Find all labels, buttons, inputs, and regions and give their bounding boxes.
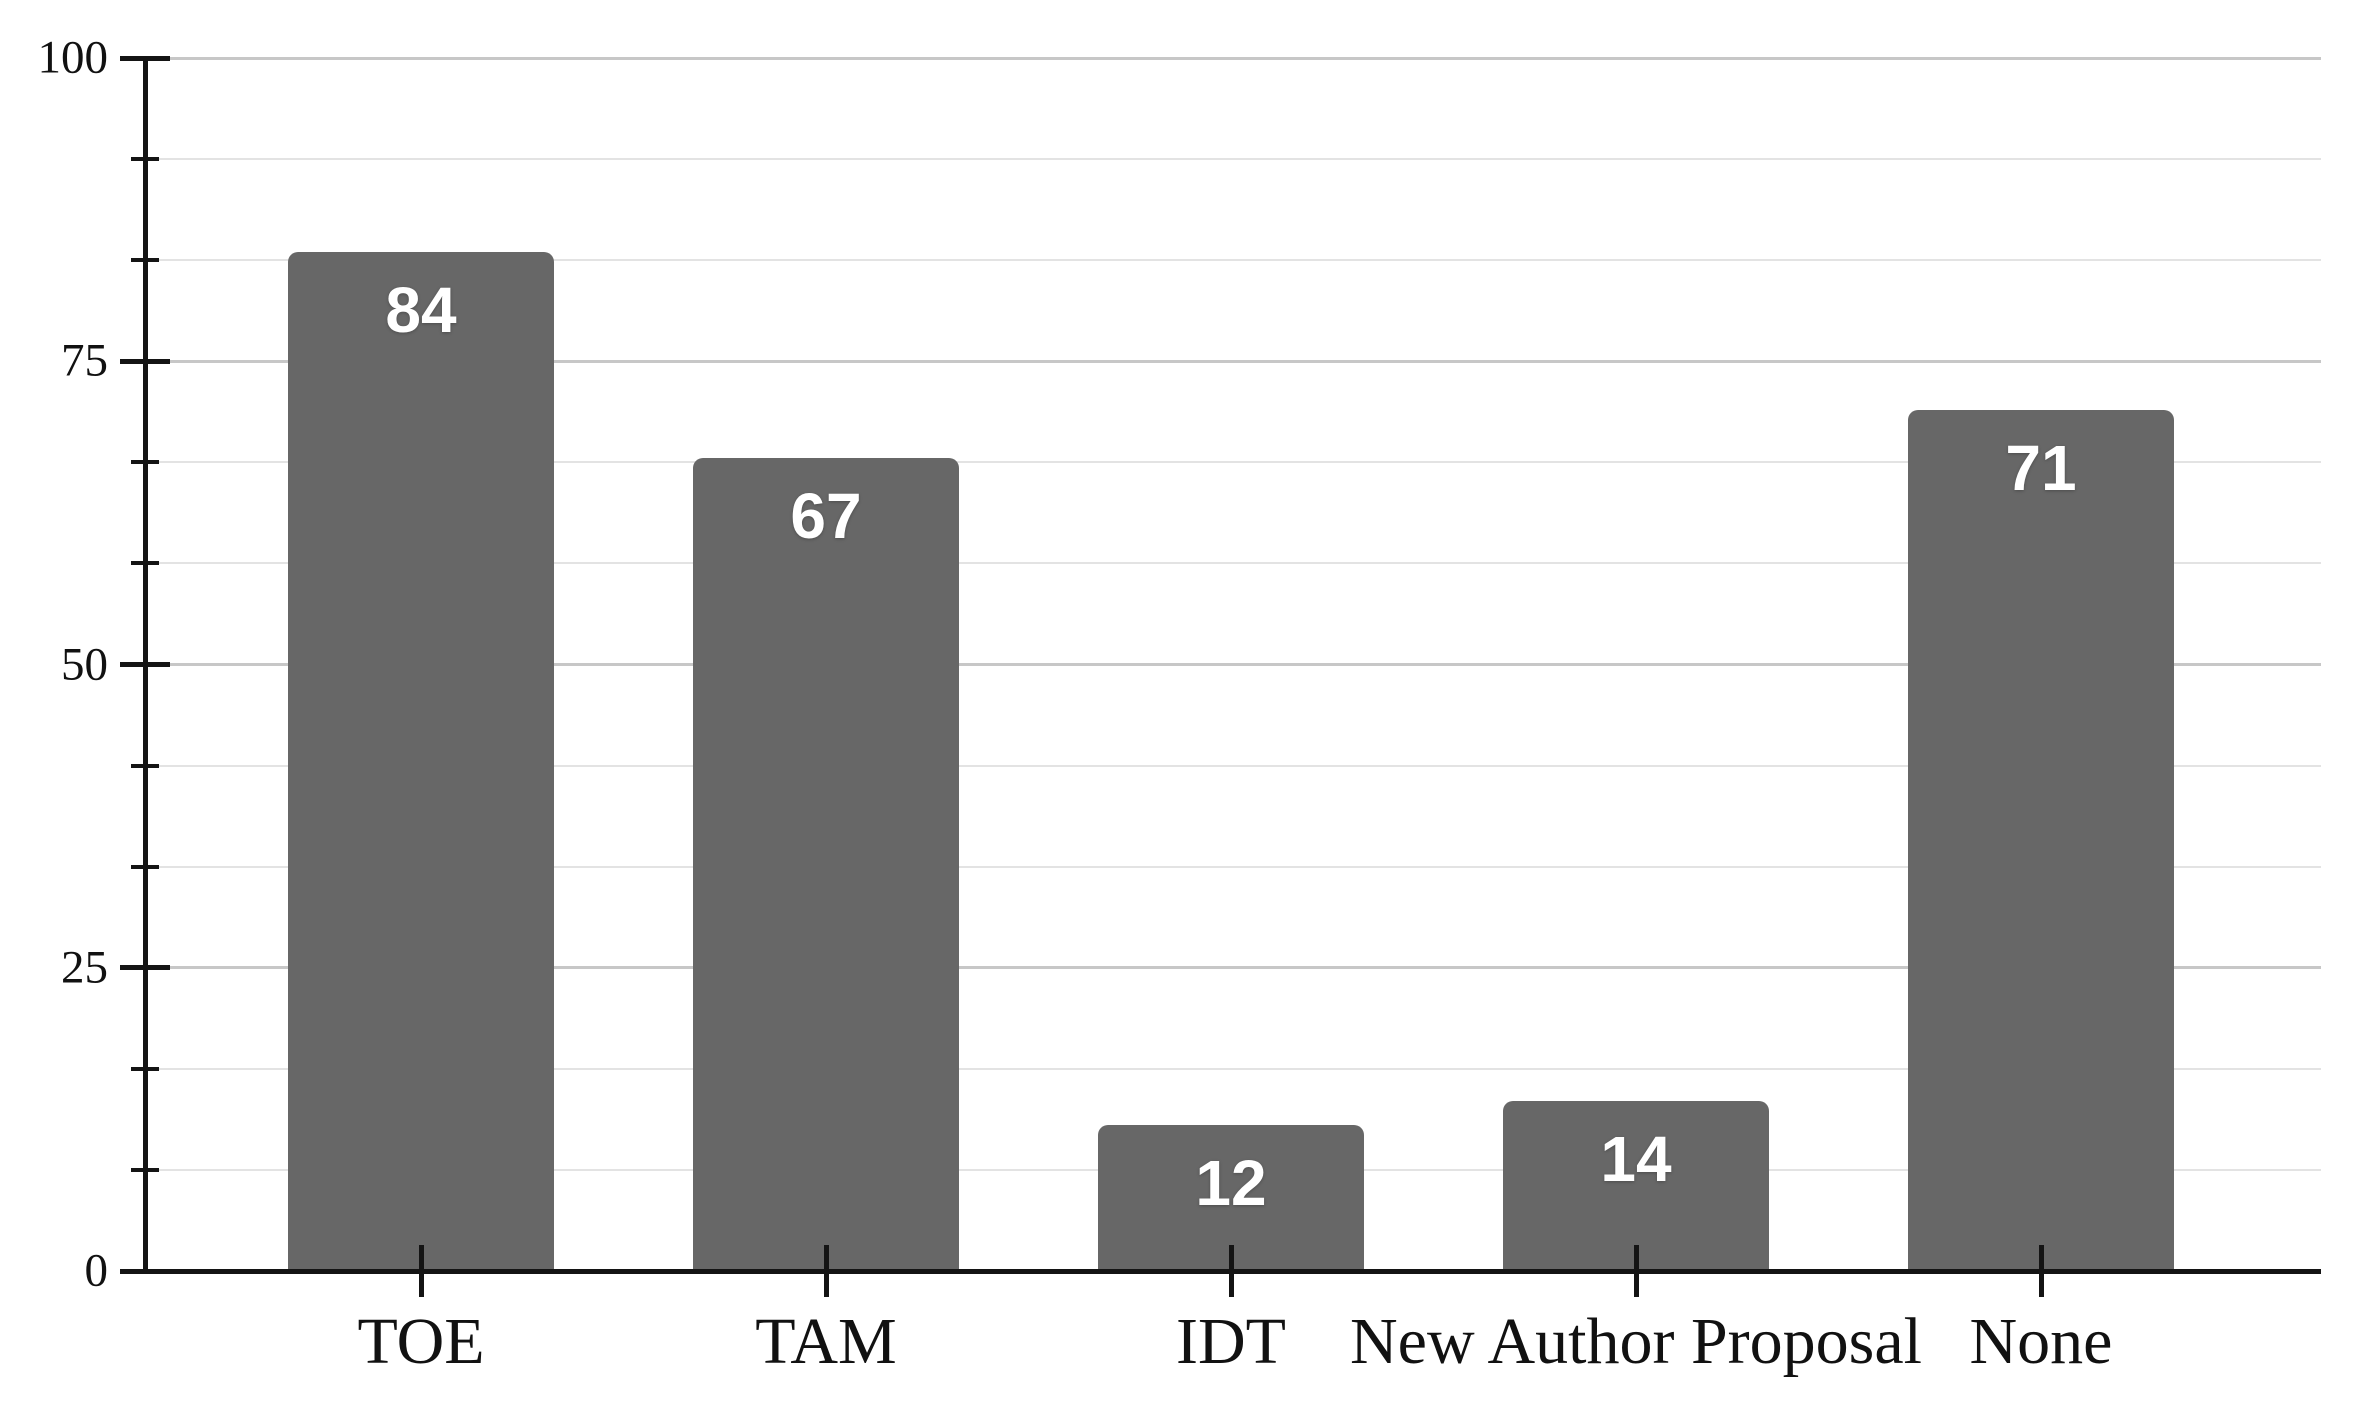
minor-gridline: [147, 1067, 2321, 1070]
y-axis-tick-label: 25: [61, 941, 108, 994]
y-axis-tick-label: 50: [61, 638, 108, 690]
minor-gridline: [147, 259, 2321, 262]
bar-value-label: 67: [790, 480, 862, 553]
major-gridline: [147, 663, 2321, 666]
bar-none: 71: [1908, 409, 2174, 1271]
minor-gridline: [147, 158, 2321, 161]
y-axis-tick-label: 100: [37, 31, 109, 84]
x-axis-category-label: TAM: [755, 1305, 897, 1378]
x-axis-category-label: IDT: [1176, 1305, 1286, 1378]
bar-tam: 67: [693, 458, 959, 1271]
minor-gridline: [147, 562, 2321, 565]
x-axis-category-label: None: [1969, 1305, 2113, 1378]
bar-value-label: 71: [2005, 431, 2077, 504]
major-gridline: [147, 359, 2321, 363]
bar-value-label: 84: [385, 274, 457, 347]
x-axis-category-label: New Author Proposal: [1350, 1305, 1922, 1378]
minor-gridline: [147, 865, 2321, 868]
y-axis-tick-label: 75: [61, 334, 108, 387]
major-gridline: [147, 966, 2321, 970]
major-gridline: [147, 56, 2321, 60]
bar-new-author-proposal: 14: [1503, 1101, 1769, 1271]
bar-toe: 84: [288, 252, 554, 1271]
minor-gridline: [147, 461, 2321, 464]
y-axis-tick-label: 0: [84, 1244, 109, 1297]
x-axis-line: [120, 1268, 2321, 1274]
y-axis-line: [142, 56, 148, 1273]
bar-value-label: 14: [1600, 1123, 1672, 1196]
x-axis-category-label: TOE: [357, 1305, 485, 1378]
bar-value-label: 12: [1195, 1147, 1267, 1220]
minor-gridline: [147, 764, 2321, 767]
